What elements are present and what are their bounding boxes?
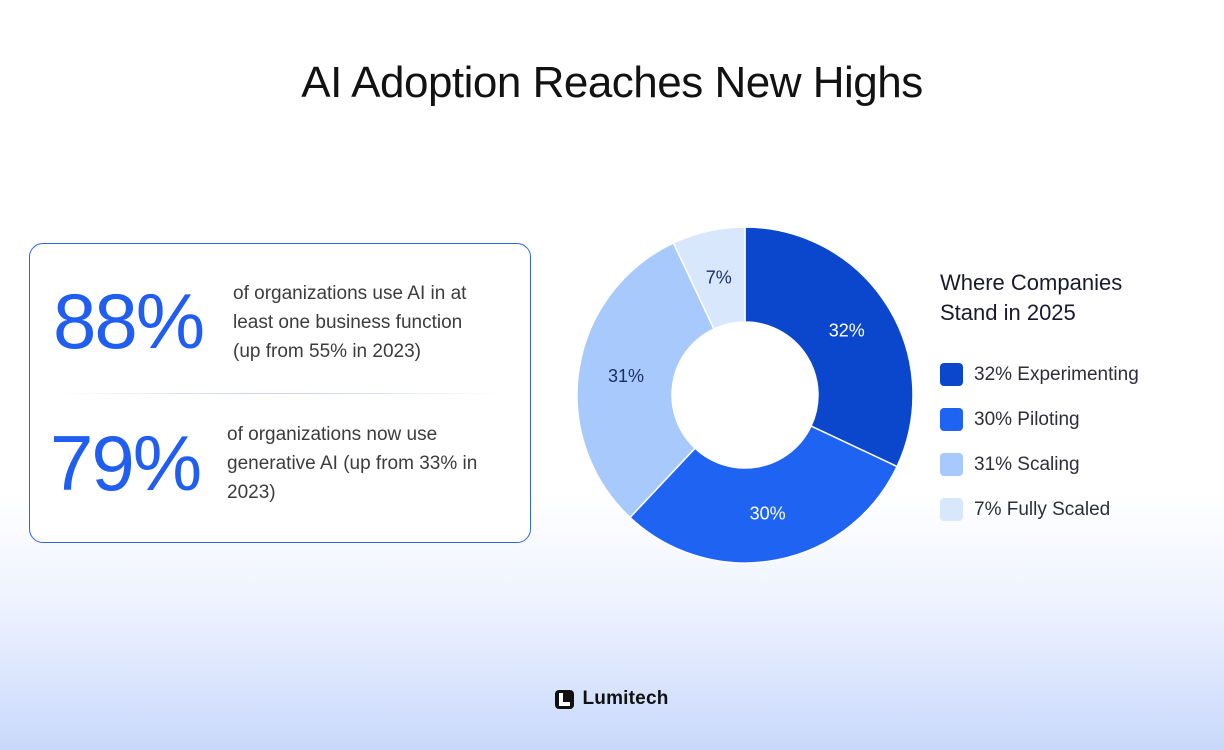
donut-slice-fully-scaled <box>672 226 746 330</box>
legend-label: 32% Experimenting <box>974 363 1139 385</box>
stats-divider <box>56 393 504 394</box>
legend-label: 30% Piloting <box>974 408 1080 430</box>
brand-name: Lumitech <box>582 688 669 709</box>
donut-slice-experimenting <box>744 226 914 468</box>
legend-item-scaling: 31% Scaling <box>940 442 1180 487</box>
legend-item-fully-scaled: 7% Fully Scaled <box>940 487 1180 532</box>
legend-swatch <box>940 453 963 476</box>
stat-79-number: 79% <box>50 419 202 507</box>
stat-79-text: of organizations now use generative AI (… <box>227 424 478 503</box>
donut-slice-scaling <box>576 241 715 519</box>
legend-label: 31% Scaling <box>974 453 1080 475</box>
page-title: AI Adoption Reaches New Highs <box>301 58 923 107</box>
legend-swatch <box>940 363 963 386</box>
donut-chart: 32% 30% 31% 7% <box>576 226 914 564</box>
stat-88-number: 88% <box>53 277 205 365</box>
donut-data-label: 32% <box>829 320 865 340</box>
brand-logo: Lumitech <box>0 688 1224 710</box>
donut-slice-piloting <box>628 425 899 564</box>
donut-data-label: 30% <box>750 503 786 523</box>
legend-item-experimenting: 32% Experimenting <box>940 352 1180 397</box>
stat-88-text: of organizations use AI in at least one … <box>233 283 467 362</box>
donut-data-label: 7% <box>706 267 732 287</box>
legend-swatch <box>940 408 963 431</box>
donut-data-label: 31% <box>608 366 644 386</box>
legend-item-piloting: 30% Piloting <box>940 397 1180 442</box>
lumitech-logo-icon <box>555 689 575 709</box>
legend-title: Where Companies Stand in 2025 <box>940 270 1123 325</box>
chart-legend: Where Companies Stand in 2025 32% Experi… <box>940 268 1180 532</box>
legend-swatch <box>940 498 963 521</box>
stats-card: 88% of organizations use AI in at least … <box>29 243 531 543</box>
legend-label: 7% Fully Scaled <box>974 498 1111 520</box>
